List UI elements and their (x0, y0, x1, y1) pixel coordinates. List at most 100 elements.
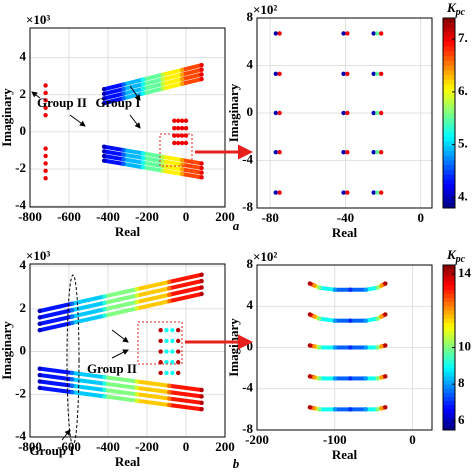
point (277, 31, 282, 36)
point (317, 316, 322, 321)
band-segment (168, 279, 203, 291)
point (101, 144, 107, 149)
point (37, 379, 42, 384)
x-tick-label: 0 (417, 210, 424, 225)
colorbar-label: Kpc (446, 247, 466, 265)
colorbar-cell (443, 347, 455, 353)
point (199, 285, 204, 290)
band-segment (181, 63, 203, 72)
highlight-box (159, 133, 193, 167)
colorbar-cell (443, 314, 455, 320)
point (170, 328, 175, 333)
band-segment (136, 292, 170, 304)
point (307, 343, 313, 348)
band-segment (162, 67, 183, 77)
y-axis-label: Imaginary (226, 83, 241, 142)
point (101, 87, 107, 92)
point (277, 190, 282, 195)
arrow (61, 429, 71, 441)
colorbar-cell (443, 277, 455, 282)
point (317, 285, 322, 290)
x-tick-label: -80 (262, 210, 279, 225)
band-segment (71, 370, 105, 380)
point (273, 71, 279, 77)
band-segment (123, 157, 144, 165)
point (164, 370, 169, 376)
point (199, 291, 204, 297)
point (43, 161, 48, 166)
colorbar-cell (443, 79, 455, 85)
band-segment (162, 168, 183, 176)
x-tick-label: 0 (409, 432, 416, 447)
point (348, 287, 353, 292)
y-tick-label: 4 (20, 49, 27, 64)
point (102, 387, 107, 393)
point (378, 71, 384, 77)
band-segment (136, 299, 170, 311)
point (345, 71, 350, 77)
x-tick-label: -400 (96, 209, 120, 224)
point (307, 374, 313, 379)
point (101, 91, 107, 97)
colorbar-cell (443, 27, 455, 33)
colorbar-cell (443, 113, 455, 119)
point (179, 76, 185, 82)
point (121, 152, 126, 157)
x-tick-label: -600 (57, 209, 81, 224)
colorbar-cell (443, 298, 455, 303)
colorbar-cell (443, 285, 455, 291)
point (121, 82, 126, 87)
band-segment (136, 379, 170, 388)
point (164, 349, 169, 354)
band-segment (142, 77, 164, 87)
band-segment (136, 286, 170, 298)
band-segment (168, 285, 203, 297)
arrow (69, 114, 86, 127)
point (383, 343, 388, 348)
colorbar-cell (443, 98, 455, 104)
point (375, 149, 380, 155)
point (332, 287, 337, 292)
colorbar-cell (443, 372, 455, 377)
panel-label: b (233, 456, 240, 471)
point (312, 406, 317, 411)
point (179, 171, 185, 177)
band-segment (104, 381, 138, 390)
point (345, 110, 350, 116)
point (102, 313, 107, 318)
point (158, 328, 163, 333)
colorbar-cell (443, 339, 455, 344)
point (345, 190, 350, 195)
band-segment (142, 160, 163, 168)
point (179, 167, 185, 172)
point (199, 165, 204, 171)
point (160, 77, 165, 82)
point (179, 140, 185, 146)
point (158, 370, 163, 376)
y-axis-label: Imaginary (0, 88, 14, 147)
band-segment (104, 287, 138, 299)
point (199, 278, 204, 284)
point (167, 279, 172, 285)
y-tick-label: 2 (20, 86, 27, 101)
point (273, 149, 279, 155)
colorbar-cell (443, 405, 455, 410)
band-segment (181, 158, 202, 166)
point (179, 118, 185, 123)
band-segment (181, 172, 202, 180)
point (176, 338, 181, 344)
band-segment (168, 291, 203, 304)
y-tick-label: -2 (15, 385, 26, 400)
point (199, 394, 204, 399)
colorbar-cell (443, 160, 455, 166)
x-tick-label: 200 (215, 209, 235, 224)
point (179, 72, 185, 77)
point (167, 292, 172, 297)
point (179, 81, 185, 87)
point (160, 72, 165, 77)
point (176, 140, 181, 146)
point (160, 159, 165, 164)
band-segment (104, 306, 138, 318)
point (199, 387, 204, 393)
colorbar-label: Kpc (446, 0, 466, 18)
